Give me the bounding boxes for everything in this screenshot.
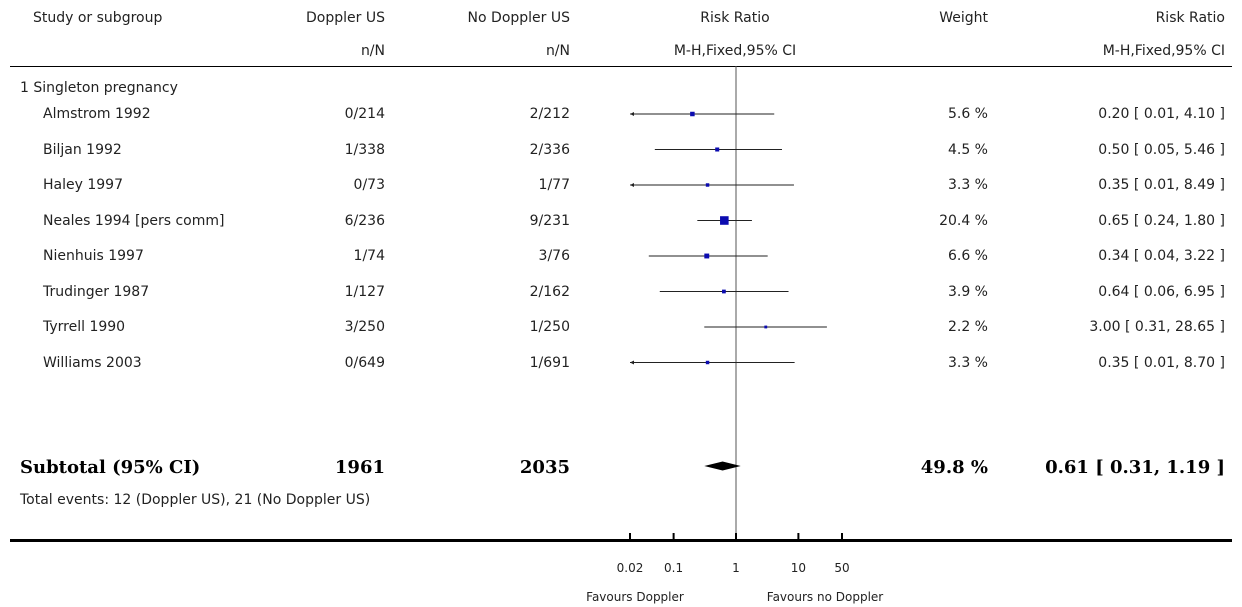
pooled-diamond xyxy=(704,461,741,471)
study-name: Biljan 1992 xyxy=(43,141,122,158)
study-ci-text: 3.00 [ 0.31, 28.65 ] xyxy=(1089,319,1225,335)
study-control-events: 1/77 xyxy=(538,177,570,193)
favours-right-label: Favours no Doppler xyxy=(766,590,884,604)
study-weight: 2.2 % xyxy=(947,319,988,335)
study-point-estimate xyxy=(715,147,720,152)
subtotal-treatment: 1961 xyxy=(334,457,385,478)
study-point-estimate xyxy=(764,325,768,329)
study-point-estimate xyxy=(720,216,729,225)
study-name: Trudinger 1987 xyxy=(43,283,150,300)
subtotal-ci: 0.61 [ 0.31, 1.19 ] xyxy=(1045,457,1225,478)
study-ci-text: 0.64 [ 0.06, 6.95 ] xyxy=(1098,283,1225,300)
study-ci-text: 0.34 [ 0.04, 3.22 ] xyxy=(1098,248,1225,264)
study-treatment-events: 0/649 xyxy=(344,354,385,371)
study-treatment-events: 0/214 xyxy=(344,106,385,122)
study-point-estimate xyxy=(722,289,726,294)
study-weight: 3.3 % xyxy=(947,354,988,371)
study-control-events: 2/162 xyxy=(529,283,570,300)
study-name: Williams 2003 xyxy=(43,354,142,371)
header-weight: Weight xyxy=(939,10,988,26)
header-study: Study or subgroup xyxy=(33,10,163,26)
header-risk-ratio: Risk Ratio xyxy=(700,10,770,26)
study-name: Haley 1997 xyxy=(43,177,123,193)
study-ci-text: 0.50 [ 0.05, 5.46 ] xyxy=(1098,141,1225,158)
x-tick-label: 0.02 xyxy=(617,561,644,575)
study-weight: 20.4 % xyxy=(939,212,988,229)
header-risk-ratio-sub: M-H,Fixed,95% CI xyxy=(673,43,797,59)
x-tick-label: 1 xyxy=(732,561,740,575)
header-treatment-sub: n/N xyxy=(360,43,385,59)
study-weight: 3.9 % xyxy=(947,283,988,300)
study-weight: 4.5 % xyxy=(947,141,988,158)
study-point-estimate xyxy=(704,253,710,259)
study-control-events: 9/231 xyxy=(529,212,570,229)
study-treatment-events: 1/127 xyxy=(344,283,385,300)
study-control-events: 1/250 xyxy=(529,319,570,335)
study-point-estimate xyxy=(705,183,710,187)
study-name: Tyrrell 1990 xyxy=(43,319,126,335)
study-weight: 3.3 % xyxy=(947,177,988,193)
x-tick-label: 0.1 xyxy=(664,561,683,575)
study-name: Nienhuis 1997 xyxy=(43,248,144,264)
ci-arrow-left xyxy=(630,183,634,187)
header-risk-ratio-2-sub: M-H,Fixed,95% CI xyxy=(1102,43,1225,59)
study-ci-text: 0.20 [ 0.01, 4.10 ] xyxy=(1098,106,1225,122)
study-treatment-events: 6/236 xyxy=(344,212,385,229)
study-control-events: 2/336 xyxy=(529,141,570,158)
header-treatment: Doppler US xyxy=(306,10,385,26)
study-ci-text: 0.35 [ 0.01, 8.49 ] xyxy=(1098,177,1225,193)
study-control-events: 2/212 xyxy=(529,106,570,122)
header-risk-ratio-2: Risk Ratio xyxy=(1155,10,1225,26)
study-name: Almstrom 1992 xyxy=(43,106,151,122)
ci-arrow-left xyxy=(630,360,634,365)
subtotal-weight: 49.8 % xyxy=(920,457,988,478)
study-treatment-events: 3/250 xyxy=(344,319,385,335)
x-tick-label: 10 xyxy=(791,561,806,575)
header-divider xyxy=(10,66,1232,67)
study-treatment-events: 0/73 xyxy=(353,177,385,193)
study-treatment-events: 1/338 xyxy=(344,141,385,158)
study-ci-text: 0.65 [ 0.24, 1.80 ] xyxy=(1098,212,1225,229)
header-control: No Doppler US xyxy=(467,10,570,26)
study-point-estimate xyxy=(705,360,710,365)
study-treatment-events: 1/74 xyxy=(353,248,385,264)
subgroup-label: 1 Singleton pregnancy xyxy=(20,80,178,96)
subtotal-control: 2035 xyxy=(519,457,570,478)
study-weight: 5.6 % xyxy=(947,106,988,122)
header-control-sub: n/N xyxy=(545,43,570,59)
study-control-events: 3/76 xyxy=(538,248,570,264)
study-point-estimate xyxy=(690,111,695,117)
study-ci-text: 0.35 [ 0.01, 8.70 ] xyxy=(1098,354,1225,371)
subtotal-label: Subtotal (95% CI) xyxy=(20,457,201,478)
study-weight: 6.6 % xyxy=(947,248,988,264)
ci-arrow-left xyxy=(630,112,634,116)
study-control-events: 1/691 xyxy=(529,354,570,371)
footer-rule xyxy=(10,539,1232,542)
study-name: Neales 1994 [pers comm] xyxy=(43,212,225,229)
x-tick-label: 50 xyxy=(834,561,849,575)
total-events: Total events: 12 (Doppler US), 21 (No Do… xyxy=(20,492,371,508)
favours-left-label: Favours Doppler xyxy=(586,590,684,604)
